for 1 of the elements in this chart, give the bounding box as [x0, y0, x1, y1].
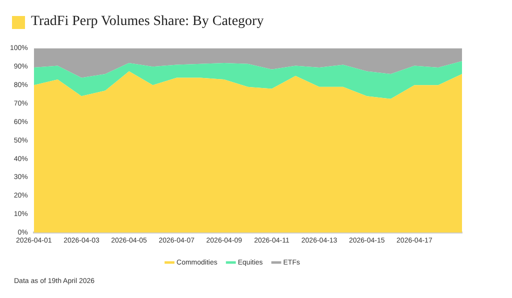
chart-title: TradFi Perp Volumes Share: By Category [31, 14, 264, 30]
